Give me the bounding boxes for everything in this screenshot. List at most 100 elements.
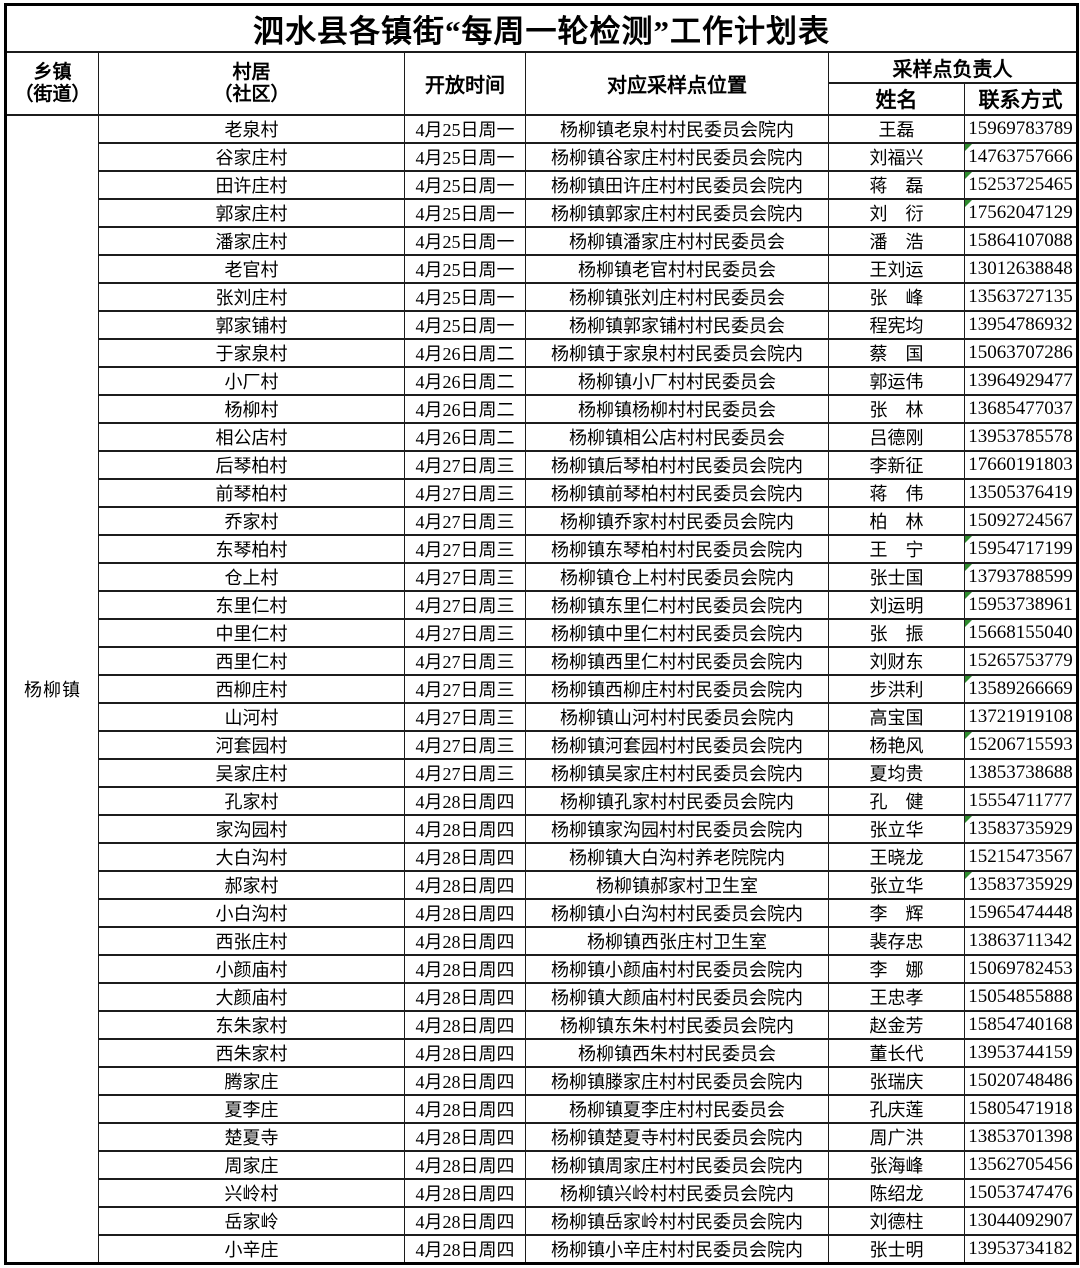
open-time-cell: 4月27日周三 — [404, 450, 526, 480]
name-cell: 刘德柱 — [828, 1206, 965, 1236]
phone-cell: 15053747476 — [963, 1178, 1079, 1208]
open-time-cell: 4月28日周四 — [404, 1234, 526, 1265]
name-cell: 张 振 — [828, 618, 965, 648]
village-cell: 兴岭村 — [98, 1178, 405, 1208]
phone-text: 15953738961 — [968, 594, 1073, 615]
village-cell: 西张庄村 — [98, 926, 405, 956]
table-row: 东里仁村 4月27日周三 杨柳镇东里仁村村民委员会院内 刘运明 15953738961 — [6, 590, 1079, 620]
phone-text: 14763757666 — [968, 146, 1073, 167]
name-cell: 柏 林 — [828, 506, 965, 536]
location-cell: 杨柳镇西里仁村村民委员会院内 — [525, 646, 829, 676]
open-time-cell: 4月28日周四 — [404, 1122, 526, 1152]
open-time-cell: 4月28日周四 — [404, 842, 526, 872]
village-cell: 腾家庄 — [98, 1066, 405, 1096]
open-time-cell: 4月25日周一 — [404, 170, 526, 200]
location-cell: 杨柳镇小辛庄村村民委员会院内 — [525, 1234, 829, 1265]
table-row: 张刘庄村 4月25日周一 杨柳镇张刘庄村村民委员会张 峰 13563727135 — [6, 282, 1079, 312]
location-cell: 杨柳镇岳家岭村村民委员会院内 — [525, 1206, 829, 1236]
location-cell: 杨柳镇老泉村村民委员会院内 — [525, 114, 829, 144]
phone-cell: 13589266669 — [963, 674, 1079, 704]
name-cell: 张 峰 — [828, 282, 965, 312]
table-row: 潘家庄村 4月25日周一 杨柳镇潘家庄村村民委员会潘 浩 15864107088 — [6, 226, 1079, 256]
open-time-cell: 4月28日周四 — [404, 1206, 526, 1236]
phone-text: 13589266669 — [968, 678, 1073, 699]
name-cell: 李 娜 — [828, 954, 965, 984]
village-cell: 周家庄 — [98, 1150, 405, 1180]
name-cell: 张海峰 — [828, 1150, 965, 1180]
village-cell: 家沟园村 — [98, 814, 405, 844]
name-cell: 蒋 伟 — [828, 478, 965, 508]
column-header-open-time: 开放时间 — [404, 51, 526, 116]
table-row: 岳家岭 4月28日周四 杨柳镇岳家岭村村民委员会院内 刘德柱 13044092907 — [6, 1206, 1079, 1236]
page-title: 泗水县各镇街“每周一轮检测”工作计划表 — [4, 3, 1079, 53]
name-cell: 王忠孝 — [828, 982, 965, 1012]
text-format-marker-icon — [965, 621, 972, 627]
open-time-cell: 4月27日周三 — [404, 562, 526, 592]
open-time-cell: 4月28日周四 — [404, 982, 526, 1012]
village-cell: 谷家庄村 — [98, 142, 405, 172]
phone-cell: 17562047129 — [963, 198, 1079, 228]
table-row: 乔家村 4月27日周三 杨柳镇乔家村村民委员会院内柏 林 15092724567 — [6, 506, 1079, 536]
table-row: 夏李庄 4月28日周四 杨柳镇夏李庄村村民委员会 孔庆莲 15805471918 — [6, 1094, 1079, 1124]
phone-cell: 15063707286 — [963, 338, 1079, 368]
phone-text: 13583735929 — [968, 874, 1073, 895]
name-cell: 张立华 — [828, 870, 965, 900]
name-cell: 蒋 磊 — [828, 170, 965, 200]
phone-cell: 13853738688 — [963, 758, 1079, 788]
village-cell: 吴家庄村 — [98, 758, 405, 788]
name-cell: 李新征 — [828, 450, 965, 480]
location-cell: 杨柳镇小厂村村民委员会 — [525, 366, 829, 396]
open-time-cell: 4月27日周三 — [404, 478, 526, 508]
village-cell: 大颜庙村 — [98, 982, 405, 1012]
location-cell: 杨柳镇郝家村卫生室 — [525, 870, 829, 900]
column-header-township-line1: 乡镇 — [33, 61, 72, 83]
location-cell: 杨柳镇山河村村民委员会院内 — [525, 702, 829, 732]
village-cell: 于家泉村 — [98, 338, 405, 368]
table-row: 西张庄村 4月28日周四 杨柳镇西张庄村卫生室 裴存忠 13863711342 — [6, 926, 1079, 956]
phone-cell: 15554711777 — [963, 786, 1079, 816]
phone-cell: 13793788599 — [963, 562, 1079, 592]
open-time-cell: 4月25日周一 — [404, 254, 526, 284]
location-cell: 杨柳镇西张庄村卫生室 — [525, 926, 829, 956]
table-row: 河套园村 4月27日周三 杨柳镇河套园村村民委员会院内 杨艳风 15206715593 — [6, 730, 1079, 760]
phone-cell: 15069782453 — [963, 954, 1079, 984]
table-row: 山河村 4月27日周三 杨柳镇山河村村民委员会院内 高宝国 13721919108 — [6, 702, 1079, 732]
village-cell: 小辛庄 — [98, 1234, 405, 1265]
location-cell: 杨柳镇杨柳村村民委员会 — [525, 394, 829, 424]
column-header-location: 对应采样点位置 — [525, 51, 829, 116]
text-format-marker-icon — [965, 201, 972, 207]
village-cell: 山河村 — [98, 702, 405, 732]
table-row: 家沟园村 4月28日周四 杨柳镇家沟园村村民委员会院内 张立华 13583735929 — [6, 814, 1079, 844]
village-cell: 潘家庄村 — [98, 226, 405, 256]
village-cell: 郝家村 — [98, 870, 405, 900]
name-cell: 郭运伟 — [828, 366, 965, 396]
open-time-cell: 4月27日周三 — [404, 506, 526, 536]
village-cell: 西朱家村 — [98, 1038, 405, 1068]
name-cell: 程宪均 — [828, 310, 965, 340]
phone-cell: 15054855888 — [963, 982, 1079, 1012]
table-row: 田许庄村 4月25日周一 杨柳镇田许庄村村民委员会院内蒋 磊 15253725465 — [6, 170, 1079, 200]
phone-cell: 13505376419 — [963, 478, 1079, 508]
name-cell: 张 林 — [828, 394, 965, 424]
table-row: 吴家庄村 4月27日周三 杨柳镇吴家庄村村民委员会院内 夏均贵 13853738688 — [6, 758, 1079, 788]
phone-cell: 15215473567 — [963, 842, 1079, 872]
column-header-township: 乡镇 （街道） — [5, 51, 99, 116]
phone-cell: 15854740168 — [963, 1010, 1079, 1040]
name-cell: 张瑞庆 — [828, 1066, 965, 1096]
village-cell: 老官村 — [98, 254, 405, 284]
name-cell: 孔庆莲 — [828, 1094, 965, 1124]
table-row: 于家泉村 4月26日周二 杨柳镇于家泉村村民委员会院内蔡 国 15063707286 — [6, 338, 1079, 368]
phone-text: 13583735929 — [968, 818, 1073, 839]
location-cell: 杨柳镇大白沟村养老院院内 — [525, 842, 829, 872]
phone-text: 17562047129 — [968, 202, 1073, 223]
table-row: 老官村 4月25日周一 杨柳镇老官村村民委员会 王刘运 13012638848 — [6, 254, 1079, 284]
text-format-marker-icon — [965, 537, 972, 543]
location-cell: 杨柳镇夏李庄村村民委员会 — [525, 1094, 829, 1124]
village-cell: 岳家岭 — [98, 1206, 405, 1236]
open-time-cell: 4月25日周一 — [404, 226, 526, 256]
location-cell: 杨柳镇吴家庄村村民委员会院内 — [525, 758, 829, 788]
name-cell: 赵金芳 — [828, 1010, 965, 1040]
phone-cell: 15953738961 — [963, 590, 1079, 620]
phone-text: 15668155040 — [968, 622, 1073, 643]
